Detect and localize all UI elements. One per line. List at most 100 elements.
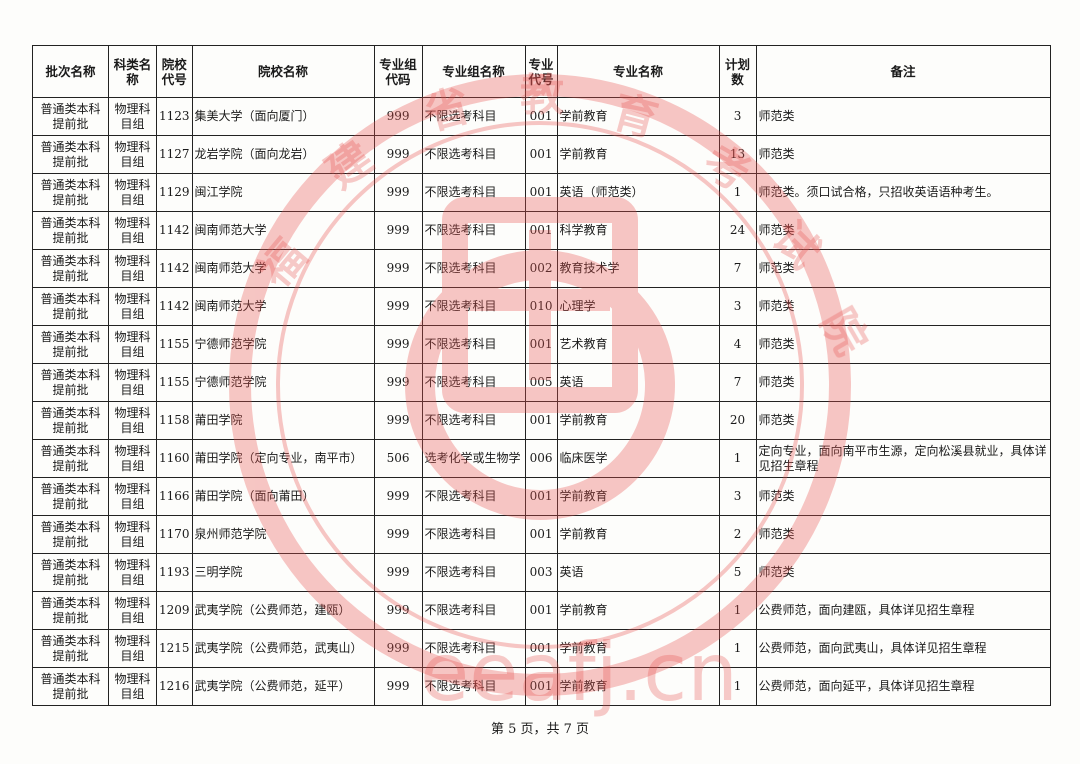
cell-remarks: 师范类。须口试合格，只招收英语语种考生。 [755, 173, 1051, 212]
cell-school-code: 1129 [156, 173, 193, 212]
cell-major-code: 001 [524, 135, 558, 174]
cell-school-code: 1193 [156, 553, 193, 592]
cell-category: 物理科目组 [108, 591, 157, 630]
cell-group-code: 999 [373, 249, 423, 288]
cell-major-name: 艺术教育 [556, 325, 720, 364]
cell-plan-count: 1 [718, 591, 757, 630]
cell-group-name: 不限选考科目 [421, 477, 526, 516]
cell-school-code: 1158 [156, 401, 193, 440]
cell-batch: 普通类本科提前批 [32, 553, 109, 592]
cell-batch: 普通类本科提前批 [32, 439, 109, 478]
cell-category: 物理科目组 [108, 401, 157, 440]
cell-school-name: 莆田学院（面向莆田） [191, 477, 375, 516]
header-plan-count: 计划数 [718, 45, 757, 98]
header-major-code: 专业代号 [524, 45, 558, 98]
cell-major-name: 心理学 [556, 287, 720, 326]
table-row: 普通类本科提前批 物理科目组 1142 闽南师范大学 999 不限选考科目 002 教育技术学… [32, 249, 1051, 288]
cell-group-code: 999 [373, 325, 423, 364]
table-row: 普通类本科提前批 物理科目组 1129 闽江学院 999 不限选考科目 001 英语（师范类）… [32, 173, 1051, 212]
table-row: 普通类本科提前批 物理科目组 1142 闽南师范大学 999 不限选考科目 010 心理学 3 师… [32, 287, 1051, 326]
cell-category: 物理科目组 [108, 287, 157, 326]
cell-school-name: 集美大学（面向厦门） [191, 97, 375, 136]
cell-school-name: 莆田学院（定向专业，南平市） [191, 439, 375, 478]
cell-batch: 普通类本科提前批 [32, 249, 109, 288]
cell-plan-count: 20 [718, 401, 757, 440]
table-row: 普通类本科提前批 物理科目组 1166 莆田学院（面向莆田） 999 不限选考科目 001 学… [32, 477, 1051, 516]
cell-school-code: 1127 [156, 135, 193, 174]
cell-school-code: 1170 [156, 515, 193, 554]
header-group-name: 专业组名称 [421, 45, 526, 98]
cell-remarks: 公费师范，面向延平，具体详见招生章程 [755, 667, 1051, 706]
cell-category: 物理科目组 [108, 325, 157, 364]
table-row: 普通类本科提前批 物理科目组 1216 武夷学院（公费师范，延平） 999 不限选考科目 0… [32, 667, 1051, 706]
header-group-code: 专业组代码 [373, 45, 423, 98]
cell-plan-count: 3 [718, 287, 757, 326]
cell-group-name: 选考化学或生物学 [421, 439, 526, 478]
cell-group-code: 999 [373, 477, 423, 516]
cell-school-name: 武夷学院（公费师范，建瓯） [191, 591, 375, 630]
cell-category: 物理科目组 [108, 553, 157, 592]
cell-major-name: 临床医学 [556, 439, 720, 478]
table-row: 普通类本科提前批 物理科目组 1158 莆田学院 999 不限选考科目 001 学前教育 20 师… [32, 401, 1051, 440]
cell-category: 物理科目组 [108, 173, 157, 212]
cell-group-name: 不限选考科目 [421, 211, 526, 250]
cell-group-name: 不限选考科目 [421, 667, 526, 706]
cell-plan-count: 7 [718, 249, 757, 288]
cell-remarks: 师范类 [755, 211, 1051, 250]
cell-school-name: 武夷学院（公费师范，延平） [191, 667, 375, 706]
cell-plan-count: 7 [718, 363, 757, 402]
cell-major-code: 006 [524, 439, 558, 478]
cell-major-name: 学前教育 [556, 97, 720, 136]
header-row: 批次名称 科类名称 院校代号 院校名称 专业组代码 专业组名称 专业代号 专业名称 计划数 备注 [32, 45, 1051, 98]
cell-remarks: 师范类 [755, 553, 1051, 592]
cell-group-code: 506 [373, 439, 423, 478]
cell-school-code: 1160 [156, 439, 193, 478]
cell-plan-count: 1 [718, 439, 757, 478]
cell-school-code: 1142 [156, 211, 193, 250]
cell-major-name: 学前教育 [556, 401, 720, 440]
table-row: 普通类本科提前批 物理科目组 1127 龙岩学院（面向龙岩） 999 不限选考科目 001 学… [32, 135, 1051, 174]
cell-category: 物理科目组 [108, 97, 157, 136]
cell-school-name: 闽南师范大学 [191, 211, 375, 250]
cell-remarks: 定向专业，面向南平市生源，定向松溪县就业，具体详见招生章程 [755, 439, 1051, 478]
cell-school-code: 1142 [156, 249, 193, 288]
table-row: 普通类本科提前批 物理科目组 1193 三明学院 999 不限选考科目 003 英语 5 师范类 [32, 553, 1051, 592]
cell-batch: 普通类本科提前批 [32, 515, 109, 554]
cell-batch: 普通类本科提前批 [32, 97, 109, 136]
cell-major-code: 001 [524, 211, 558, 250]
cell-category: 物理科目组 [108, 211, 157, 250]
cell-batch: 普通类本科提前批 [32, 401, 109, 440]
cell-school-name: 闽南师范大学 [191, 287, 375, 326]
cell-plan-count: 4 [718, 325, 757, 364]
cell-remarks: 师范类 [755, 515, 1051, 554]
page-footer: 第 5 页，共 7 页 [490, 722, 590, 737]
cell-group-name: 不限选考科目 [421, 97, 526, 136]
cell-group-code: 999 [373, 287, 423, 326]
cell-group-code: 999 [373, 401, 423, 440]
cell-school-code: 1216 [156, 667, 193, 706]
cell-school-name: 莆田学院 [191, 401, 375, 440]
cell-major-code: 001 [524, 173, 558, 212]
cell-remarks: 师范类 [755, 135, 1051, 174]
cell-category: 物理科目组 [108, 249, 157, 288]
cell-major-name: 学前教育 [556, 629, 720, 668]
admission-plan-table: 批次名称 科类名称 院校代号 院校名称 专业组代码 专业组名称 专业代号 专业名称 计划数 备注 … [32, 45, 1051, 706]
cell-school-code: 1155 [156, 325, 193, 364]
cell-category: 物理科目组 [108, 135, 157, 174]
cell-major-name: 学前教育 [556, 591, 720, 630]
cell-group-code: 999 [373, 363, 423, 402]
cell-major-name: 英语 [556, 553, 720, 592]
table-row: 普通类本科提前批 物理科目组 1209 武夷学院（公费师范，建瓯） 999 不限选考科目 0… [32, 591, 1051, 630]
cell-batch: 普通类本科提前批 [32, 591, 109, 630]
cell-plan-count: 3 [718, 97, 757, 136]
cell-category: 物理科目组 [108, 629, 157, 668]
cell-major-code: 001 [524, 667, 558, 706]
cell-school-code: 1215 [156, 629, 193, 668]
cell-group-code: 999 [373, 515, 423, 554]
cell-group-code: 999 [373, 211, 423, 250]
cell-remarks: 师范类 [755, 287, 1051, 326]
cell-group-name: 不限选考科目 [421, 553, 526, 592]
cell-major-name: 学前教育 [556, 477, 720, 516]
cell-remarks: 公费师范，面向武夷山，具体详见招生章程 [755, 629, 1051, 668]
cell-major-code: 001 [524, 477, 558, 516]
